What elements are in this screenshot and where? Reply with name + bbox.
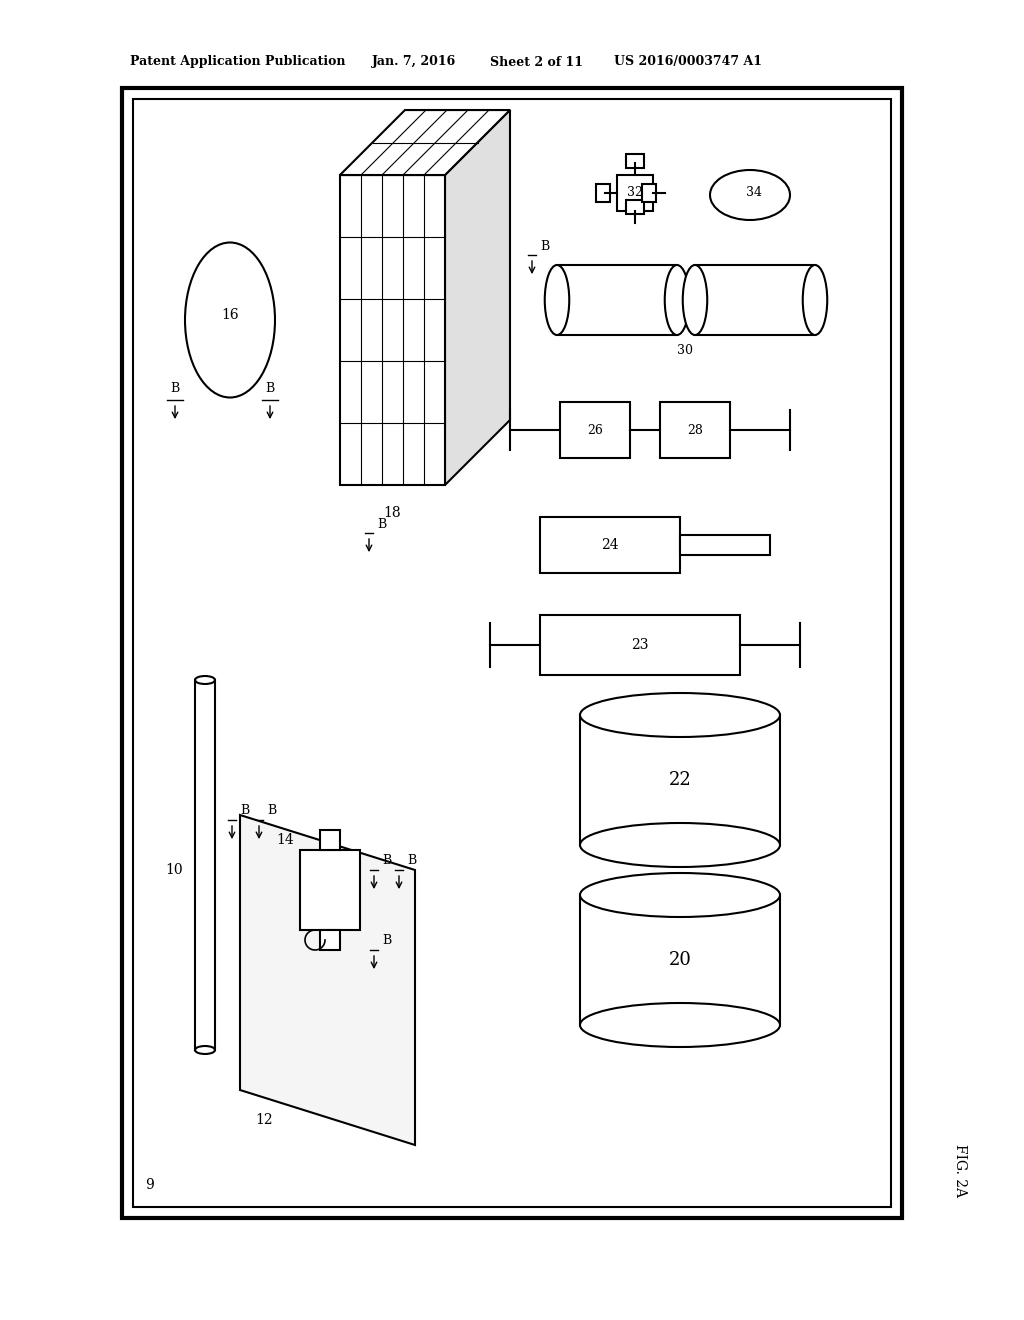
Text: B: B	[407, 854, 416, 866]
Ellipse shape	[185, 243, 275, 397]
Bar	[195, 680, 215, 1049]
Text: 28: 28	[687, 424, 702, 437]
Bar	[319, 830, 340, 850]
Ellipse shape	[545, 265, 569, 335]
Text: 18: 18	[384, 506, 401, 520]
Text: 24: 24	[601, 539, 618, 552]
Text: B: B	[265, 381, 274, 395]
Bar	[133, 99, 891, 1206]
Bar	[300, 850, 360, 931]
Text: 14: 14	[276, 833, 294, 847]
Ellipse shape	[195, 1045, 215, 1053]
Text: 16: 16	[221, 308, 239, 322]
Polygon shape	[445, 110, 510, 484]
Text: 26: 26	[587, 424, 603, 437]
Text: 22: 22	[669, 771, 691, 789]
Text: 23: 23	[631, 638, 649, 652]
Text: B: B	[382, 933, 391, 946]
Text: B: B	[240, 804, 249, 817]
Bar	[596, 183, 610, 202]
Bar	[626, 201, 644, 214]
Text: Sheet 2 of 11: Sheet 2 of 11	[490, 55, 583, 69]
Text: US 2016/0003747 A1: US 2016/0003747 A1	[614, 55, 762, 69]
Polygon shape	[340, 110, 510, 176]
Text: 20: 20	[669, 950, 691, 969]
Ellipse shape	[195, 676, 215, 684]
Ellipse shape	[580, 1003, 780, 1047]
Ellipse shape	[580, 873, 780, 917]
Bar	[680, 535, 770, 554]
Text: B: B	[267, 804, 276, 817]
Text: 9: 9	[145, 1177, 154, 1192]
Ellipse shape	[665, 265, 689, 335]
Text: 10: 10	[165, 863, 183, 876]
Ellipse shape	[580, 822, 780, 867]
Text: B: B	[377, 519, 386, 532]
Bar	[540, 615, 740, 675]
Bar	[319, 931, 340, 950]
Text: Patent Application Publication: Patent Application Publication	[130, 55, 345, 69]
Text: 30: 30	[677, 343, 693, 356]
Ellipse shape	[803, 265, 827, 335]
Bar	[580, 895, 780, 1026]
Bar	[642, 183, 656, 202]
Text: B: B	[382, 854, 391, 866]
Text: 12: 12	[255, 1113, 272, 1127]
Bar	[560, 403, 630, 458]
Bar	[617, 176, 653, 211]
Bar	[557, 265, 677, 335]
Text: B: B	[170, 381, 179, 395]
Bar	[540, 517, 680, 573]
Polygon shape	[340, 176, 445, 484]
Polygon shape	[240, 814, 415, 1144]
Bar	[660, 403, 730, 458]
Text: 34: 34	[746, 186, 762, 199]
Bar	[122, 88, 902, 1218]
Ellipse shape	[580, 693, 780, 737]
Text: B: B	[540, 240, 549, 253]
Ellipse shape	[683, 265, 708, 335]
Text: Jan. 7, 2016: Jan. 7, 2016	[372, 55, 457, 69]
Bar	[626, 154, 644, 168]
Bar	[580, 715, 780, 845]
Bar	[695, 265, 815, 335]
Text: FIG. 2A: FIG. 2A	[953, 1143, 967, 1196]
Ellipse shape	[710, 170, 790, 220]
Text: 32: 32	[627, 186, 643, 199]
